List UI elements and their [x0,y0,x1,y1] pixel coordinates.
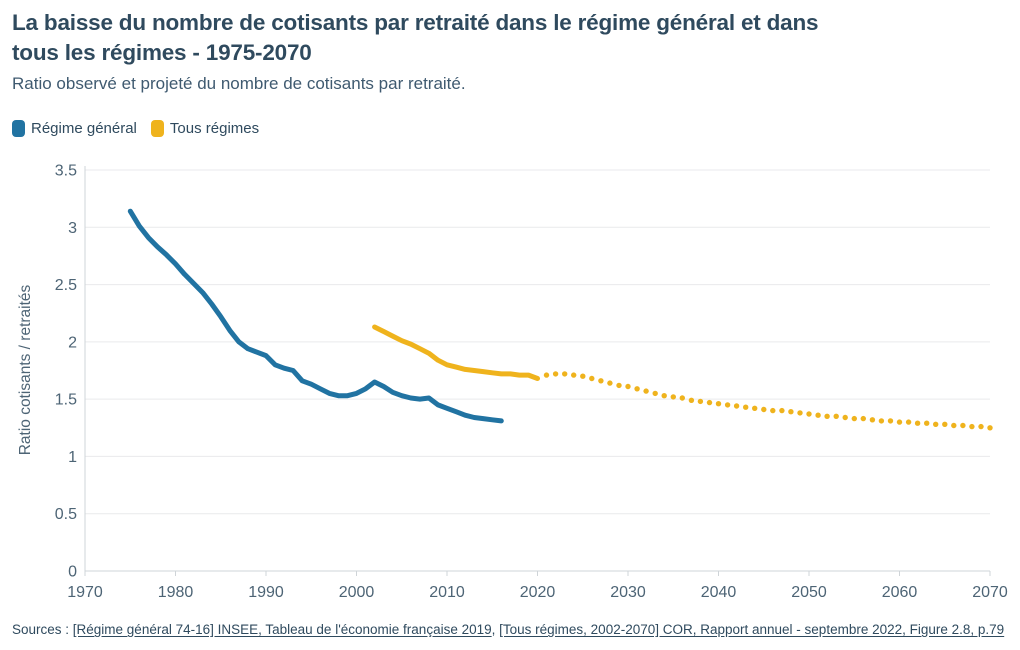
series-tous-r-gimes-projet-dot [625,383,631,390]
series-tous-r-gimes-projet-dot [706,399,713,406]
series-tous-r-gimes-projet-dot [933,421,939,427]
series-tous-r-gimes-projet-dot [878,418,885,424]
x-tick-label: 2020 [520,584,556,601]
series-tous-r-gimes-projet-dot [571,372,577,378]
series-tous-r-gimes-projet-dot [724,402,731,408]
series-r-gime-g-n-ral-line [127,208,504,424]
sources-separator: , [491,622,500,637]
series-tous-r-gimes-projet-dot [924,420,930,426]
series-tous-r-gimes-projet-dot [743,404,749,410]
legend-label-regime-general: Régime général [31,120,137,137]
series-tous-r-gimes-projet-dot [842,414,848,421]
y-tick-label: 1.5 [55,392,77,409]
series-tous-r-gimes-projet-dot [752,405,758,411]
y-tick-label: 2.5 [55,277,77,294]
series-tous-r-gimes-projet-dot [788,409,794,415]
x-tick-label: 2010 [429,584,465,601]
x-tick-label: 2040 [701,584,737,601]
chart-title: La baisse du nombre de cotisants par ret… [12,8,1002,68]
y-tick-label: 3 [68,220,77,237]
series-tous-r-gimes-projet-dot [942,421,948,427]
series-tous-r-gimes-projet-dot [887,418,894,424]
series-tous-r-gimes-projet-dot [969,423,975,430]
chart-title-line1: La baisse du nombre de cotisants par ret… [12,10,819,35]
x-tick-label: 2050 [791,584,827,601]
source-link-regime-general[interactable]: [Régime général 74-16] INSEE, Tableau de… [72,622,492,637]
series-tous-r-gimes-projet-dot [761,406,767,413]
y-tick-label: 0 [68,564,77,581]
series-tous-r-gimes-projet-dot [833,413,839,419]
chart-subtitle: Ratio observé et projeté du nombre de co… [12,74,466,93]
series-tous-r-gimes-projet-dot [688,397,695,403]
x-tick-label: 2030 [610,584,646,601]
y-tick-label: 0.5 [55,506,77,523]
series-tous-r-gimes-projet-dot [770,407,776,414]
sources-prefix: Sources : [12,622,73,637]
series-tous-r-gimes-projet-dot [589,375,595,382]
series-tous-r-gimes-projet-dot [634,386,640,392]
series-tous-r-gimes-projet-dot [715,401,722,407]
chart-title-line2: tous les régimes - 1975-2070 [12,40,312,65]
chart-header: La baisse du nombre de cotisants par ret… [12,8,1002,95]
series-tous-r-gimes-projet-dot [562,371,568,377]
x-tick-label: 2060 [882,584,918,601]
series-tous-r-gimes-projet-dot [896,419,903,425]
series-tous-r-gimes-projet-dot [987,425,993,431]
legend: Régime général Tous régimes [12,120,259,137]
series-tous-r-gimes-projet-dot [914,420,921,426]
series-tous-r-gimes-projet-dot [616,382,622,389]
x-tick-label: 1990 [248,584,284,601]
series-tous-r-gimes-projet-dot [679,395,685,401]
legend-swatch-regime-general-icon [12,120,25,137]
x-tick-label: 1970 [67,584,103,601]
series-tous-r-gimes-projet-dot [652,390,658,397]
series-tous-r-gimes-projet-dot [552,371,559,377]
y-tick-label: 2 [68,334,77,351]
series-tous-r-gimes-projet-dot [960,422,966,429]
sources-line: Sources : [Régime général 74-16] INSEE, … [12,622,1012,637]
series-tous-r-gimes-projet-dot [797,410,803,416]
series-tous-r-gimes-projet-dot [806,411,812,417]
series-tous-r-gimes-projet-dot [824,413,830,419]
chart-canvas: 1970 1980 1990 2000 2010 2020 2030 2040 2050 2060… [17,163,1008,602]
series-tous-r-gimes-projet-dot [978,423,984,430]
legend-item-tous-regimes: Tous régimes [150,120,260,137]
series-tous-r-gimes-projet-dot [860,415,866,422]
series-tous-r-gimes-projet-dot [598,378,604,384]
legend-item-regime-general: Régime général [12,120,137,137]
series-tous-r-gimes-projet-dot [851,415,857,422]
series-tous-r-gimes-projet-dot [905,419,912,425]
series-tous-r-gimes-projet-dot [661,393,667,399]
series-tous-r-gimes-projet-dot [643,388,649,394]
series-tous-r-gimes-observ-line [372,324,540,381]
y-axis-title: Ratio cotisants / retraités [17,284,34,455]
series-tous-r-gimes-projet-dot [951,422,957,429]
series-tous-r-gimes-projet-dot [779,407,785,414]
x-tick-label: 1980 [158,584,194,601]
series-tous-r-gimes-projet-dot [733,403,740,409]
series-tous-r-gimes-projet-dot [580,373,586,379]
y-tick-label: 1 [68,449,77,466]
source-link-tous-regimes[interactable]: [Tous régimes, 2002-2070] COR, Rapport a… [499,622,1005,637]
legend-label-tous-regimes: Tous régimes [169,120,260,137]
series-tous-r-gimes-projet-dot [607,380,613,386]
series-tous-r-gimes-projet-dot [697,398,704,405]
y-tick-label: 3.5 [55,163,77,180]
legend-swatch-tous-regimes-icon [150,120,164,137]
x-tick-label: 2000 [339,584,375,601]
series-tous-r-gimes-projet-dot [543,372,550,378]
series-tous-r-gimes-projet-dot [869,417,876,423]
series-tous-r-gimes-projet-dot [815,412,821,418]
series-tous-r-gimes-projet-dot [670,394,676,400]
x-tick-label: 2070 [972,584,1008,601]
